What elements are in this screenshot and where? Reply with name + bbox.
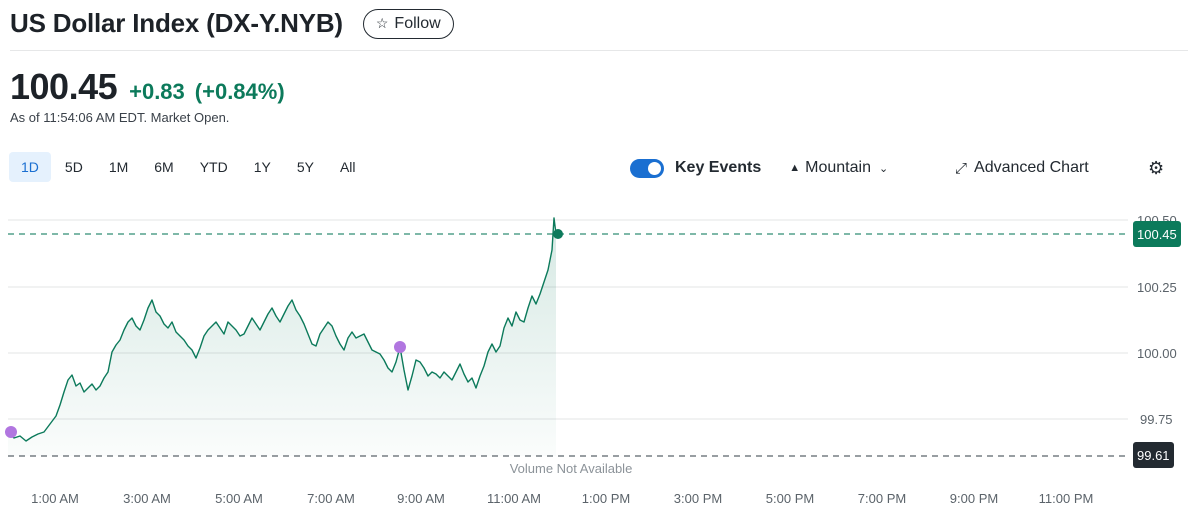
header: US Dollar Index (DX-Y.NYB) ☆ Follow [10, 8, 454, 39]
svg-text:100.25: 100.25 [1137, 280, 1177, 295]
last-price: 100.45 [10, 66, 118, 107]
expand-arrows-icon: ⤢ [955, 159, 968, 177]
range-tab-6m[interactable]: 6M [154, 159, 174, 175]
x-tick-label: 5:00 PM [765, 491, 815, 506]
range-tab-5d[interactable]: 5D [64, 159, 83, 175]
chart-type-dropdown[interactable]: ▲ Mountain ⌄ [789, 159, 888, 177]
previous-close-tag: 99.61 [1133, 442, 1174, 468]
advanced-chart-label: Advanced Chart [974, 159, 1089, 176]
range-tab-all[interactable]: All [339, 159, 356, 175]
x-tick-label: 7:00 AM [307, 491, 355, 506]
key-events-toggle[interactable] [630, 158, 664, 178]
follow-label: Follow [394, 14, 441, 32]
last-price-dot [553, 229, 563, 239]
x-tick-label: 3:00 PM [673, 491, 723, 506]
star-outline-icon: ☆ [375, 15, 389, 31]
price-area [8, 232, 556, 456]
price-change: +0.83 [129, 79, 185, 104]
advanced-chart-button[interactable]: ⤢ Advanced Chart [955, 159, 1089, 177]
price-change-percent: (+0.84%) [194, 79, 285, 104]
range-tabs: 1D 5D 1M 6M YTD 1Y 5Y All [9, 152, 370, 182]
x-tick-label: 9:00 AM [397, 491, 445, 506]
range-tab-1m[interactable]: 1M [108, 159, 129, 175]
volume-note: Volume Not Available [509, 461, 633, 476]
chart-type-label: Mountain [805, 159, 871, 176]
header-divider [10, 50, 1188, 51]
chart-toolbar: Key Events ▲ Mountain ⌄ ⤢ Advanced Chart… [630, 154, 1200, 182]
price-line [7, 217, 557, 442]
key-event-marker[interactable] [5, 426, 17, 438]
page-title: US Dollar Index (DX-Y.NYB) [10, 8, 343, 38]
x-tick-label: 7:00 PM [857, 491, 907, 506]
x-tick-label: 5:00 AM [215, 491, 263, 506]
mountain-icon: ▲ [789, 162, 801, 174]
quote-row: 100.45 +0.83 (+0.84%) [10, 66, 285, 108]
toggle-knob [648, 161, 661, 175]
follow-button[interactable]: ☆ Follow [362, 8, 454, 39]
x-tick-label: 3:00 AM [123, 491, 171, 506]
x-tick-label: 1:00 PM [581, 491, 631, 506]
x-tick-label: 11:00 AM [487, 491, 541, 506]
svg-text:100.00: 100.00 [1137, 346, 1177, 361]
as-of-timestamp: As of 11:54:06 AM EDT. Market Open. [10, 110, 230, 125]
gear-icon[interactable]: ⚙ [1148, 157, 1165, 178]
x-tick-label: 11:00 PM [1038, 491, 1094, 506]
svg-text:99.75: 99.75 [1140, 412, 1173, 427]
range-tab-1y[interactable]: 1Y [253, 159, 271, 175]
range-tab-5y[interactable]: 5Y [296, 159, 314, 175]
x-tick-label: 9:00 PM [949, 491, 999, 506]
key-event-marker[interactable] [394, 341, 406, 353]
x-tick-label: 1:00 AM [31, 491, 79, 506]
range-tab-ytd[interactable]: YTD [199, 159, 228, 175]
key-events-label: Key Events [675, 159, 762, 176]
price-chart[interactable]: 100.50 100.25 100.00 99.75 [0, 200, 1200, 485]
range-tab-1d[interactable]: 1D [9, 152, 51, 182]
current-price-tag: 100.45 [1133, 221, 1181, 247]
chevron-down-icon: ⌄ [878, 162, 889, 175]
